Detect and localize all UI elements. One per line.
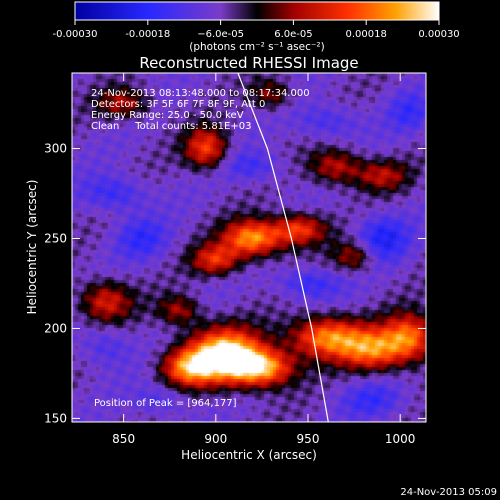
colorbar (74, 1, 440, 21)
y-tick-label: 150 (44, 411, 67, 425)
solar-limb-line (237, 73, 329, 422)
footer-timestamp: 24-Nov-2013 05:09 (400, 487, 497, 498)
colorbar-tick-label: 0.00018 (346, 29, 387, 40)
colorbar-unit-label: (photons cm⁻² s⁻¹ asec⁻²) (189, 41, 324, 53)
colorbar-ticks: -0.00030 -0.00018 −6.0e-05 6.0e-05 0.00018 0.… (53, 20, 460, 40)
y-tick-label: 300 (44, 142, 67, 156)
peak-position-label: Position of Peak = [964,177] (94, 398, 237, 409)
y-tick-label: 250 (44, 232, 67, 246)
chart-title: Reconstructed RHESSI Image (139, 54, 358, 72)
x-tick-label: 1000 (385, 432, 416, 446)
colorbar-tick-label: −6.0e-05 (197, 29, 244, 40)
info-line-clean: Clean Total counts: 5.81E+03 (91, 121, 251, 132)
x-tick-label: 900 (204, 432, 227, 446)
plot-frame (71, 72, 427, 423)
x-tick-label: 950 (297, 432, 320, 446)
colorbar-tick-label: -0.00018 (125, 29, 170, 40)
colorbar-tick-label: -0.00030 (53, 29, 98, 40)
colorbar-tick-label: 0.00030 (418, 29, 459, 40)
info-line-energy: Energy Range: 25.0 - 50.0 keV (91, 110, 244, 121)
axis-ticks: 850 900 950 1000 150 200 250 300 (44, 73, 426, 446)
colorbar-tick-label: 6.0e-05 (274, 29, 312, 40)
y-axis-label: Heliocentric Y (arcsec) (25, 180, 39, 315)
info-line-time: 24-Nov-2013 08:13:48.000 to 08:17:34.000 (91, 88, 310, 99)
info-line-detectors: Detectors: 3F 5F 6F 7F 8F 9F, Att 0 (91, 99, 265, 110)
x-tick-label: 850 (112, 432, 135, 446)
info-block: 24-Nov-2013 08:13:48.000 to 08:17:34.000… (91, 88, 310, 132)
x-axis-label: Heliocentric X (arcsec) (181, 448, 317, 462)
heatmap-image (72, 73, 426, 422)
y-tick-label: 200 (44, 321, 67, 335)
